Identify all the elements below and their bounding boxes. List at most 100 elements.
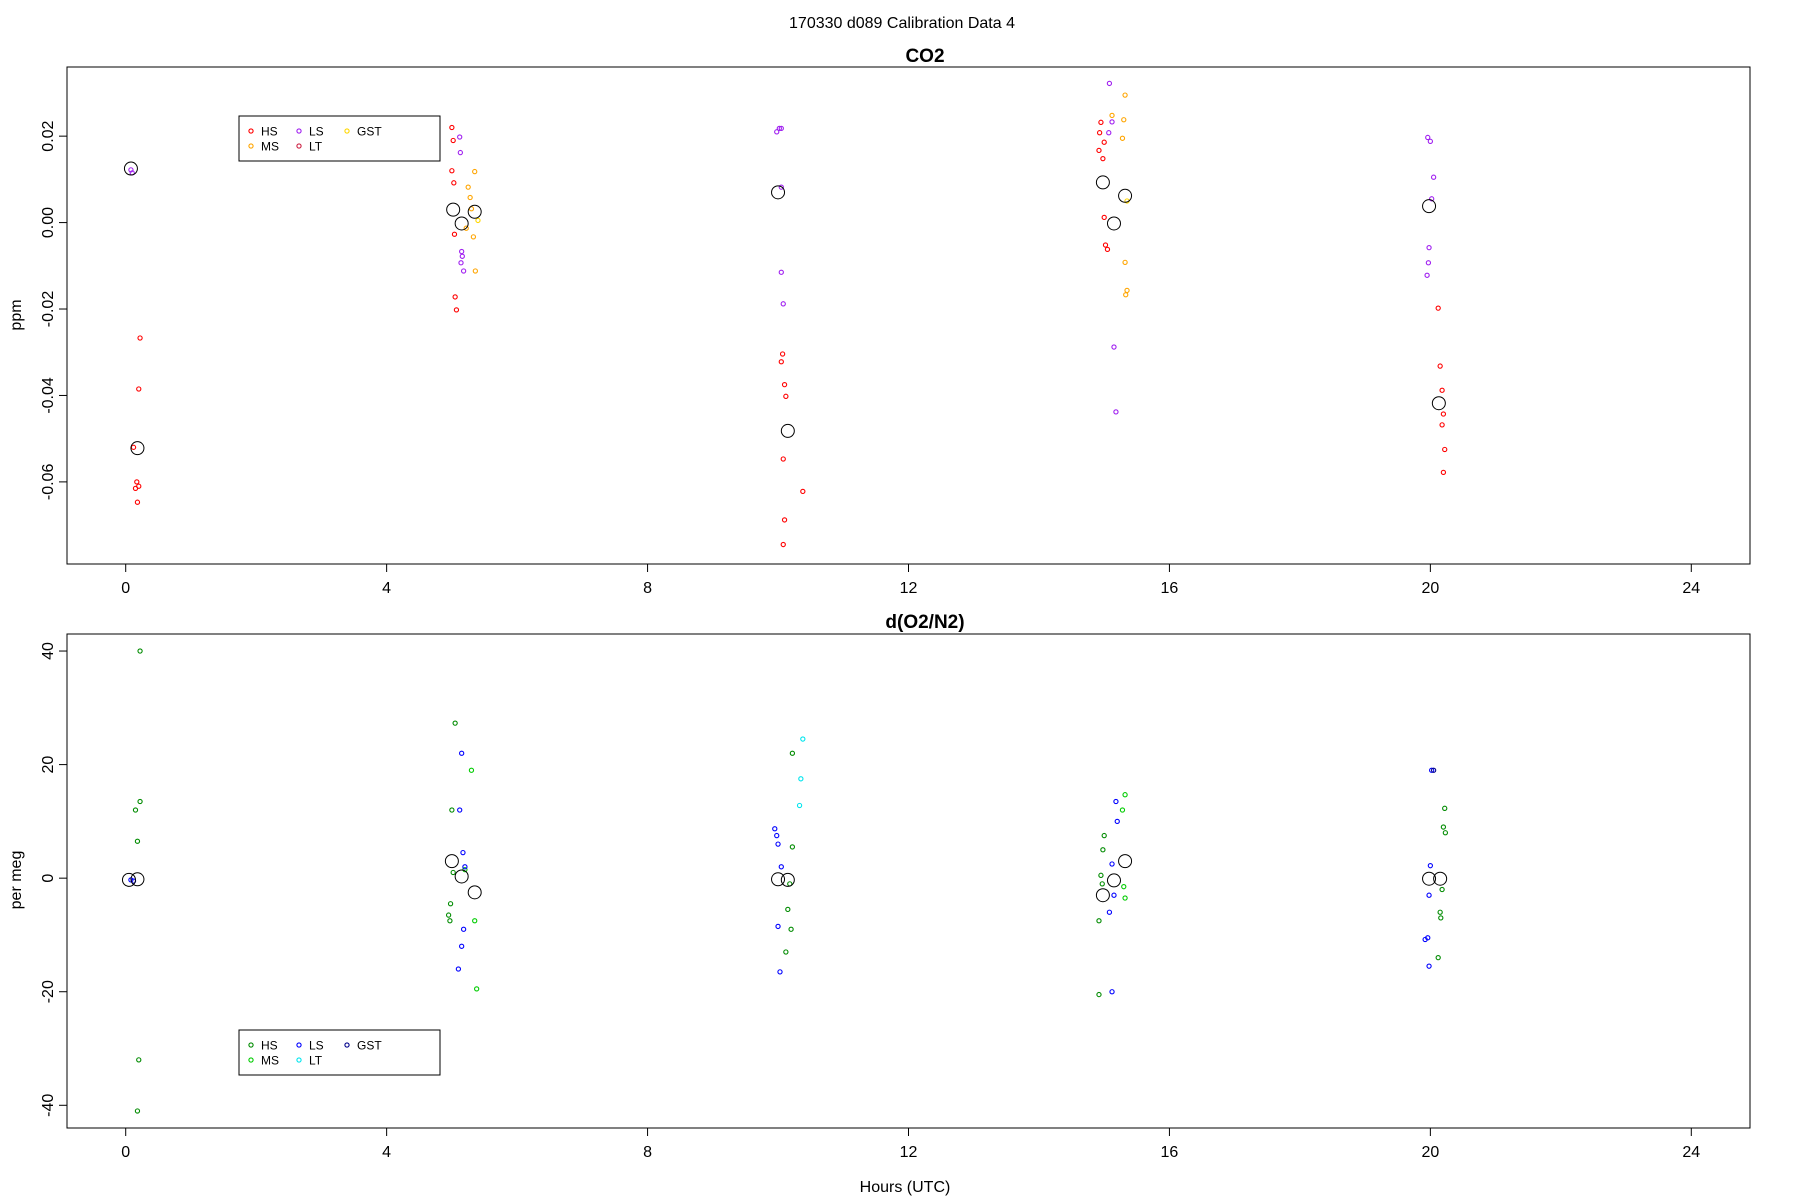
y-tick-label: -20 xyxy=(40,980,57,1003)
data-point xyxy=(778,184,784,190)
legend-label: GST xyxy=(357,125,382,139)
y-tick-label: 0.02 xyxy=(40,120,57,151)
data-point xyxy=(1435,955,1441,961)
data-point xyxy=(134,838,141,844)
data-point xyxy=(1426,963,1432,969)
data-point xyxy=(453,307,460,313)
data-point xyxy=(778,359,784,365)
mean-point xyxy=(1431,396,1446,411)
data-point xyxy=(460,268,467,274)
data-point xyxy=(785,906,791,913)
mean-point xyxy=(1422,871,1437,886)
data-point xyxy=(796,802,803,809)
data-point xyxy=(1439,422,1445,428)
mean-point xyxy=(780,423,795,438)
data-point xyxy=(1098,119,1104,125)
data-point xyxy=(132,485,139,492)
data-point xyxy=(457,807,463,813)
series-mean xyxy=(121,854,1448,903)
mean-point xyxy=(771,185,786,200)
data-point xyxy=(774,832,780,839)
data-point xyxy=(1098,872,1104,878)
data-point xyxy=(1439,886,1445,893)
data-point xyxy=(776,125,782,132)
y-tick-label: -0.02 xyxy=(40,291,57,328)
data-point xyxy=(1119,135,1126,141)
data-point xyxy=(800,736,806,742)
mean-point xyxy=(130,872,145,887)
data-point xyxy=(1440,411,1447,417)
data-point xyxy=(128,167,134,173)
data-point xyxy=(137,335,143,341)
x-tick-label: 20 xyxy=(1421,1144,1439,1161)
co2-panel: CO2 0 4 8 12 16 20 24 -0.06-0.04-0.020.000.02 … xyxy=(8,46,1751,597)
y-tick-label: 20 xyxy=(40,756,57,774)
series-lt xyxy=(796,736,806,809)
data-point xyxy=(774,129,780,135)
data-point xyxy=(775,923,781,930)
x-tick-label: 12 xyxy=(900,580,918,597)
data-point xyxy=(450,869,456,876)
data-point xyxy=(137,648,143,654)
data-point xyxy=(1122,895,1128,901)
data-point xyxy=(457,149,464,156)
data-point xyxy=(452,720,458,726)
data-point xyxy=(1096,991,1102,998)
series-gst xyxy=(475,198,1130,224)
data-point xyxy=(1109,989,1115,995)
mean-point xyxy=(454,216,469,231)
series-ms xyxy=(463,92,1130,298)
data-point xyxy=(772,826,778,832)
legend-marker xyxy=(248,143,254,149)
data-point xyxy=(468,767,475,773)
mean-point xyxy=(1095,175,1110,190)
data-point xyxy=(463,225,469,231)
data-point xyxy=(1124,287,1130,294)
legend-marker xyxy=(344,1042,350,1048)
mean-point xyxy=(123,161,138,176)
series-hs xyxy=(132,648,1449,1114)
data-point xyxy=(1096,130,1103,136)
legend-label: LS xyxy=(309,125,324,139)
legend-marker xyxy=(248,1057,254,1063)
data-point xyxy=(1101,832,1107,839)
series-gst xyxy=(1430,767,1437,773)
data-point xyxy=(1099,881,1105,887)
x-tick-label: 0 xyxy=(121,1144,130,1161)
o2n2-panel: d(O2/N2) 0 4 8 12 16 20 24 -40 -20 0 20 40 per meg… xyxy=(8,612,1751,1161)
data-point xyxy=(136,1057,142,1063)
data-point xyxy=(1109,119,1115,125)
data-point xyxy=(1429,196,1435,202)
o2n2-legend-box xyxy=(238,1029,441,1076)
data-point xyxy=(780,456,786,462)
data-point xyxy=(1422,936,1428,943)
data-point xyxy=(781,381,788,388)
data-point xyxy=(459,750,465,756)
data-point xyxy=(1437,909,1443,915)
data-point xyxy=(1111,344,1117,350)
data-point xyxy=(1430,767,1437,773)
y-tick-label: -40 xyxy=(40,1094,57,1117)
mean-point xyxy=(1433,871,1448,886)
data-point xyxy=(447,918,453,924)
mean-point xyxy=(771,872,786,887)
data-point xyxy=(1427,138,1434,144)
data-point xyxy=(781,517,788,523)
mean-point xyxy=(444,854,459,869)
data-point xyxy=(1113,409,1119,415)
data-point xyxy=(1113,798,1119,805)
data-point xyxy=(450,137,456,144)
data-point xyxy=(1435,305,1441,311)
co2-x-axis: 0 4 8 12 16 20 24 xyxy=(121,563,1700,597)
mean-point xyxy=(1106,216,1121,231)
data-point xyxy=(1119,807,1126,813)
legend-label: LT xyxy=(309,140,323,154)
data-point xyxy=(1100,155,1106,162)
data-point xyxy=(1101,139,1107,145)
data-point xyxy=(775,841,781,847)
data-point xyxy=(798,776,804,782)
mean-point xyxy=(446,202,461,217)
data-point xyxy=(459,943,465,949)
data-point xyxy=(451,231,458,237)
